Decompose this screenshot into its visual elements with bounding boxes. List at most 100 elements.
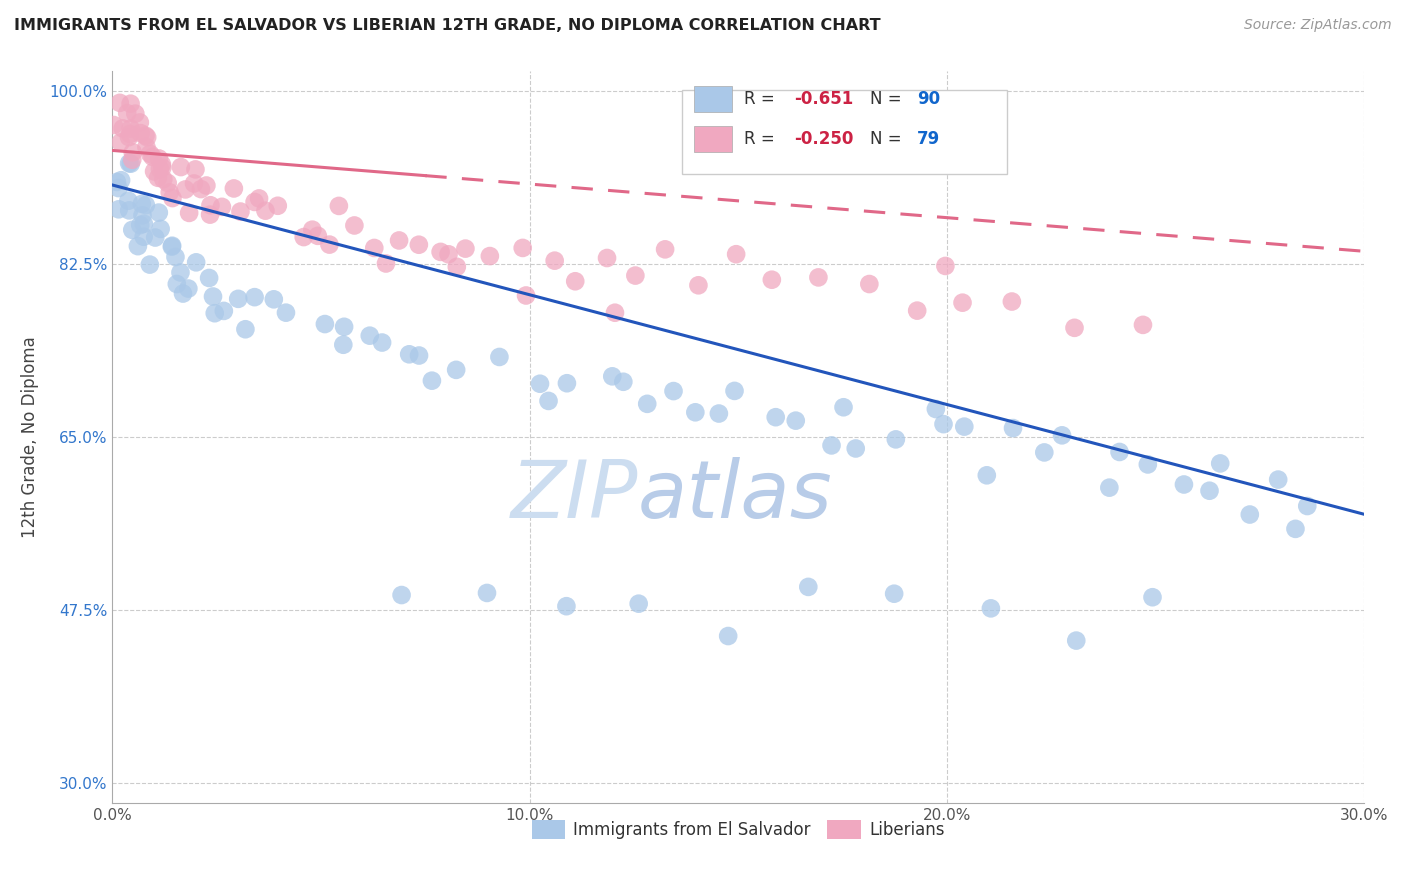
Point — [1050, 428, 1073, 442]
Point — [107, 181, 129, 195]
Point — [235, 322, 257, 336]
Point — [328, 199, 350, 213]
Point — [723, 384, 745, 398]
Point — [139, 146, 162, 161]
Point — [111, 121, 134, 136]
Text: R =: R = — [744, 90, 780, 108]
Point — [314, 317, 336, 331]
Point — [444, 363, 467, 377]
Point — [408, 237, 430, 252]
Text: atlas: atlas — [638, 457, 832, 534]
Point — [129, 218, 152, 232]
Point — [953, 419, 976, 434]
Text: Source: ZipAtlas.com: Source: ZipAtlas.com — [1244, 18, 1392, 32]
Point — [166, 277, 188, 291]
Point — [1064, 633, 1087, 648]
Point — [333, 319, 356, 334]
Point — [627, 597, 650, 611]
Point — [198, 271, 221, 285]
Point — [149, 222, 172, 236]
Point — [388, 234, 411, 248]
Point — [201, 289, 224, 303]
Point — [529, 376, 551, 391]
Point — [103, 118, 125, 132]
Point — [398, 347, 420, 361]
Point — [1239, 508, 1261, 522]
Point — [148, 205, 170, 219]
Point — [143, 164, 166, 178]
Point — [134, 128, 156, 143]
Point — [132, 229, 155, 244]
Point — [131, 208, 153, 222]
Point — [785, 414, 807, 428]
Point — [845, 442, 868, 456]
Point — [120, 157, 142, 171]
Point — [243, 290, 266, 304]
Point — [654, 243, 676, 257]
Point — [179, 206, 201, 220]
Point — [420, 374, 443, 388]
Point — [127, 239, 149, 253]
FancyBboxPatch shape — [695, 86, 733, 112]
Text: -0.651: -0.651 — [794, 90, 853, 108]
Point — [159, 186, 181, 200]
Text: N =: N = — [869, 90, 907, 108]
Point — [437, 247, 460, 261]
Point — [662, 384, 685, 398]
Point — [544, 253, 567, 268]
Point — [980, 601, 1002, 615]
Point — [858, 277, 880, 291]
Point — [1209, 457, 1232, 471]
Point — [1284, 522, 1306, 536]
Point — [118, 127, 141, 141]
Point — [952, 295, 974, 310]
Point — [243, 194, 266, 209]
Text: 90: 90 — [917, 90, 941, 108]
Point — [177, 281, 200, 295]
Point — [263, 293, 285, 307]
Point — [1063, 321, 1085, 335]
Point — [1198, 483, 1220, 498]
Point — [624, 268, 647, 283]
Point — [162, 191, 184, 205]
Point — [135, 198, 157, 212]
Point — [515, 288, 537, 302]
Point — [143, 230, 166, 244]
Point — [363, 241, 385, 255]
Point — [934, 259, 956, 273]
Point — [1296, 499, 1319, 513]
Point — [765, 410, 787, 425]
Point — [932, 417, 955, 431]
Point — [174, 182, 197, 196]
Point — [169, 265, 191, 279]
Text: -0.250: -0.250 — [794, 130, 853, 148]
Point — [136, 130, 159, 145]
Point — [152, 172, 174, 186]
Point — [172, 286, 194, 301]
Point — [820, 438, 842, 452]
Point — [685, 405, 707, 419]
Point — [596, 251, 619, 265]
Point — [1267, 473, 1289, 487]
Point — [247, 191, 270, 205]
Point — [537, 393, 560, 408]
Point — [274, 306, 297, 320]
Point — [318, 237, 340, 252]
Text: 79: 79 — [917, 130, 941, 148]
Point — [391, 588, 413, 602]
Point — [761, 273, 783, 287]
Point — [149, 161, 172, 176]
Point — [707, 407, 730, 421]
Point — [475, 586, 498, 600]
Point — [797, 580, 820, 594]
Point — [195, 178, 218, 193]
Point — [107, 202, 129, 217]
Point — [488, 350, 510, 364]
Point — [118, 130, 141, 145]
Point — [343, 219, 366, 233]
Point — [141, 150, 163, 164]
Point — [146, 170, 169, 185]
Point — [725, 247, 748, 261]
Point — [884, 433, 907, 447]
Y-axis label: 12th Grade, No Diploma: 12th Grade, No Diploma — [21, 336, 38, 538]
